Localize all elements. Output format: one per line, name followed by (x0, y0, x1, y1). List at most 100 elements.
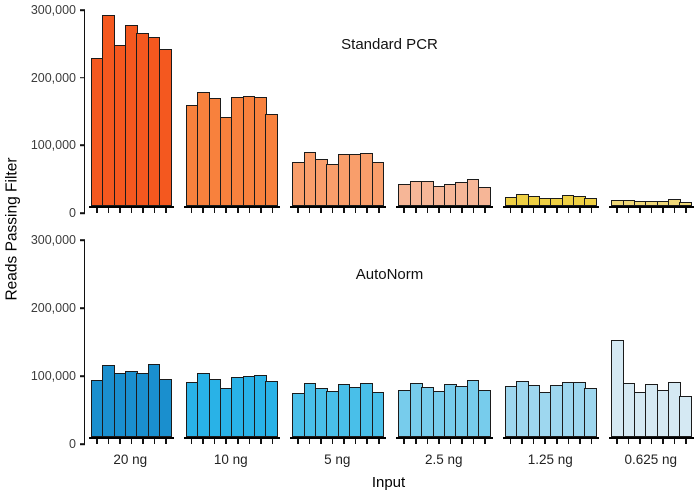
group-10-ng (183, 240, 281, 444)
group-10-ng (183, 10, 281, 213)
x-tick-mark (472, 208, 475, 213)
bars-area (396, 240, 493, 439)
y-tick-label: 300,000 (30, 233, 76, 247)
x-tick-mark (308, 208, 311, 213)
x-tick-mark (403, 208, 406, 213)
x-tick-mark (616, 439, 618, 444)
x-axis-group-labels: 20 ng 10 ng 5 ng 2.5 ng 1.25 ng 0.625 ng (84, 452, 693, 467)
x-tick-mark (153, 439, 156, 444)
x-tick-mark (461, 208, 463, 213)
x-tick-mark (236, 439, 239, 444)
bars-area (183, 10, 281, 208)
x-tick-mark (354, 439, 357, 444)
panel-autonorm: AutoNorm 300,000 200,000 100,000 0 (31, 233, 694, 451)
x-tick-mark (331, 439, 334, 444)
x-group-label-20-ng: 20 ng (113, 452, 148, 467)
bar-groups (85, 240, 694, 444)
x-tick-row (396, 208, 492, 213)
x-tick-mark (579, 439, 581, 444)
x-tick-mark (484, 208, 486, 213)
x-tick-mark (354, 208, 357, 213)
bar (478, 187, 491, 206)
group-20-ng (89, 240, 174, 444)
y-tick-mark (80, 9, 85, 11)
y-axis-title: Reads Passing Filter (0, 0, 24, 458)
x-tick-mark (579, 208, 581, 213)
panel-standard-pcr: Standard PCR 300,000 200,000 100,000 0 (31, 3, 694, 220)
x-tick-mark (521, 208, 523, 213)
x-tick-mark (449, 208, 452, 213)
y-tick-label: 0 (69, 206, 76, 220)
y-tick-mark (80, 443, 85, 445)
bars-area (89, 240, 174, 439)
x-tick-mark (130, 208, 133, 213)
x-tick-mark (320, 208, 322, 213)
bars-area (290, 240, 387, 439)
x-tick-mark (331, 208, 334, 213)
y-tick-label: 100,000 (30, 138, 76, 153)
x-tick-mark (225, 439, 227, 444)
x-tick-mark (119, 208, 121, 213)
x-tick-mark (190, 439, 193, 444)
x-tick-mark (260, 208, 262, 213)
x-tick-mark (343, 208, 345, 213)
y-tick-label: 300,000 (30, 3, 76, 17)
x-tick-mark (426, 208, 429, 213)
x-tick-mark (484, 439, 486, 444)
x-tick-mark (555, 208, 558, 213)
x-group-label-5-ng: 5 ng (324, 452, 351, 467)
x-tick-mark (190, 208, 193, 213)
x-tick-mark (673, 439, 676, 444)
x-tick-mark (343, 439, 345, 444)
group-5-ng (290, 10, 387, 213)
x-tick-mark (426, 439, 429, 444)
x-tick-mark (544, 208, 547, 213)
x-tick-row (89, 439, 174, 444)
group-0.625-ng (609, 240, 694, 444)
x-tick-mark (271, 439, 274, 444)
x-tick-mark (650, 439, 653, 444)
x-tick-mark (236, 208, 239, 213)
bar (478, 389, 491, 437)
y-tick-mark (80, 144, 85, 147)
group-1.25-ng (502, 240, 600, 444)
x-tick-mark (248, 439, 251, 444)
x-tick-mark (438, 439, 440, 444)
x-tick-mark (449, 439, 452, 444)
x-tick-mark (639, 439, 641, 444)
bar (679, 202, 692, 206)
bar (371, 162, 385, 206)
x-group-label-10-ng: 10 ng (213, 452, 248, 467)
x-tick-row (396, 439, 492, 444)
x-tick-mark (685, 208, 688, 213)
x-tick-mark (366, 208, 368, 213)
x-tick-row (290, 208, 386, 213)
x-tick-mark (509, 439, 512, 444)
x-tick-mark (142, 439, 144, 444)
bar-groups (85, 10, 694, 213)
x-tick-mark (521, 439, 523, 444)
x-tick-row (290, 439, 386, 444)
bars-area (609, 240, 694, 439)
bar (584, 388, 598, 437)
bars-area (396, 10, 493, 208)
group-2.5-ng (396, 10, 493, 213)
x-tick-mark (544, 439, 547, 444)
x-tick-mark (509, 208, 512, 213)
x-tick-mark (130, 439, 133, 444)
x-tick-row (503, 439, 599, 444)
x-tick-mark (673, 208, 676, 213)
x-tick-mark (107, 208, 110, 213)
group-20-ng (89, 10, 174, 213)
x-tick-mark (662, 439, 664, 444)
x-group-label-2.5-ng: 2.5 ng (424, 452, 463, 467)
x-tick-mark (95, 208, 98, 213)
x-tick-mark (415, 439, 417, 444)
bars-area (290, 10, 387, 208)
x-tick-mark (639, 208, 641, 213)
x-tick-mark (415, 208, 417, 213)
bar (584, 197, 598, 206)
bar (159, 379, 172, 437)
bar (159, 48, 172, 206)
